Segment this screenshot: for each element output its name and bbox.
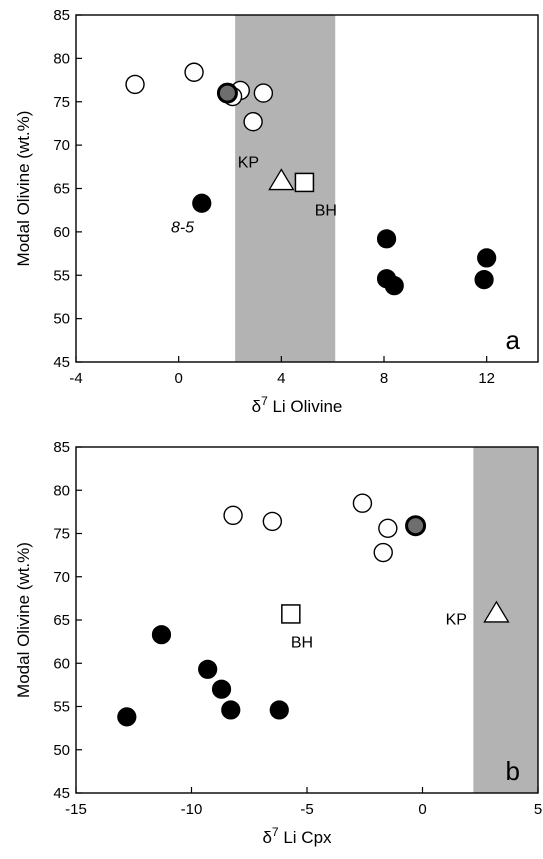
- y-tick-label: 65: [53, 181, 70, 198]
- y-tick-label: 45: [53, 785, 70, 802]
- y-tick-label: 70: [53, 569, 70, 586]
- y-tick-label: 50: [53, 742, 70, 759]
- x-axis-label: δ7 Li Cpx: [262, 825, 332, 847]
- y-tick-label: 70: [53, 137, 70, 154]
- annotation-kp: KP: [446, 611, 467, 628]
- x-axis-label-text: Li Olivine: [268, 397, 343, 416]
- open-circle-point: [223, 505, 243, 526]
- y-tick-label: 55: [53, 699, 70, 716]
- y-tick-label: 65: [53, 612, 70, 629]
- y-tick-label: 45: [53, 354, 70, 371]
- panel-b: 45 50 55 60 65 70 75 80 85 -15 -10 -5 0 5 Modal Olivin…: [14, 439, 542, 847]
- annotation-8-5: 8-5: [171, 220, 194, 237]
- filled-circle-point: [474, 269, 494, 290]
- filled-circle-point: [117, 707, 137, 727]
- y-tick-label: 85: [53, 439, 70, 456]
- filled-circle-point: [376, 229, 397, 249]
- x-tick-label: -15: [65, 801, 87, 818]
- filled-circle-point: [477, 248, 497, 268]
- annotation-bh: BH: [315, 202, 337, 219]
- y-tick-label: 80: [53, 50, 70, 67]
- x-tick-label: 8: [380, 370, 388, 387]
- open-triangle-point: [483, 600, 510, 623]
- filled-circle-point: [151, 625, 172, 645]
- open-circle-point: [378, 518, 398, 539]
- filled-circle-point: [269, 700, 289, 720]
- plot-frame: [75, 446, 539, 794]
- y-tick-label: 75: [53, 526, 70, 543]
- x-axis-label-text: Li Cpx: [279, 828, 332, 847]
- open-triangle-point: [268, 168, 295, 191]
- x-axis-label-delta: δ: [262, 828, 271, 847]
- y-axis-label: Modal Olivine (wt.%): [14, 542, 33, 698]
- grey-circle-point: [216, 82, 238, 104]
- y-tick-label: 75: [53, 94, 70, 111]
- open-circle-point: [262, 511, 283, 532]
- filled-circle-point: [221, 700, 241, 720]
- filled-circle-point: [192, 193, 212, 213]
- x-axis-label-delta: δ: [252, 397, 261, 416]
- filled-circle-point: [198, 659, 218, 679]
- y-tick-label: 60: [53, 224, 70, 241]
- annotation-kp: KP: [238, 155, 259, 172]
- y-tick-label: 50: [53, 311, 70, 328]
- x-tick-label: 4: [277, 370, 285, 387]
- open-circle-point: [373, 542, 393, 563]
- x-axis-label: δ7 Li Olivine: [252, 394, 343, 416]
- panel-label: b: [506, 756, 520, 786]
- open-circle-point: [243, 112, 263, 132]
- x-tick-label: -5: [300, 801, 313, 818]
- annotation-bh: BH: [291, 635, 313, 652]
- x-tick-label: 5: [534, 801, 542, 818]
- x-axis-label-superscript: 7: [272, 825, 279, 839]
- open-square-point: [281, 604, 301, 624]
- y-tick-label: 85: [53, 7, 70, 24]
- x-tick-label: 0: [418, 801, 426, 818]
- open-circle-point: [253, 83, 274, 103]
- open-square-point: [294, 172, 315, 193]
- x-axis-label-superscript: 7: [261, 394, 268, 408]
- y-tick-label: 60: [53, 655, 70, 672]
- x-tick-label: -10: [181, 801, 203, 818]
- open-circle-point: [125, 74, 145, 95]
- y-tick-label: 55: [53, 267, 70, 284]
- y-tick-label: 80: [53, 482, 70, 499]
- x-tick-label: 12: [478, 370, 495, 387]
- x-tick-label: -4: [69, 370, 82, 387]
- open-circle-point: [352, 493, 373, 513]
- open-circle-point: [184, 62, 204, 82]
- panel-label: a: [506, 325, 521, 355]
- filled-circle-point: [384, 276, 404, 296]
- y-axis-label: Modal Olivine (wt.%): [14, 111, 33, 267]
- panel-a: 45 50 55 60 65 70 75 80 85 -4 0 4 8 12 Modal Olivine (…: [14, 7, 539, 416]
- grey-circle-point: [405, 515, 427, 537]
- filled-circle-point: [211, 679, 232, 699]
- x-tick-label: 0: [174, 370, 182, 387]
